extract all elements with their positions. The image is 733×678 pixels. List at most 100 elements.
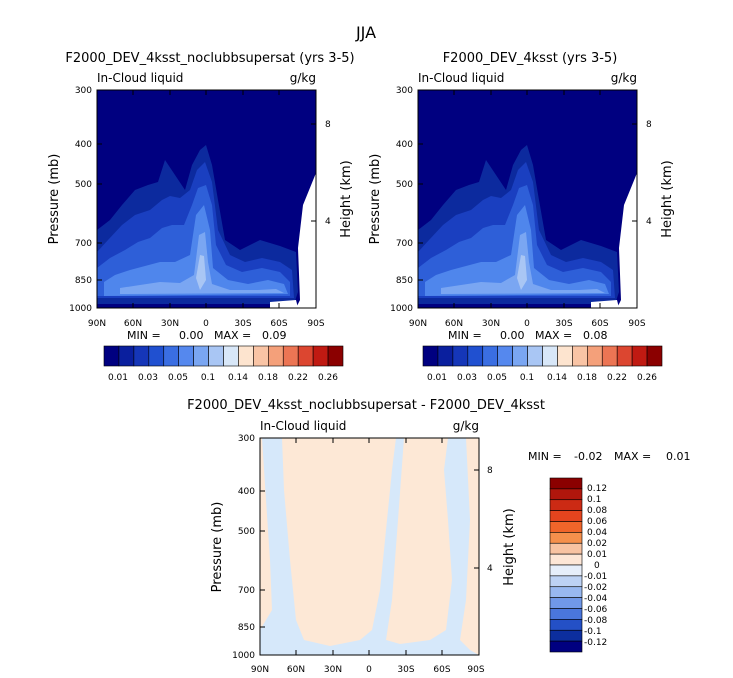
panel-3-x-axis: 90N 60N 30N 0 30S 60S 90S bbox=[251, 665, 485, 675]
panel-1-xtick-label: 60S bbox=[270, 319, 287, 329]
panel-1-colorbar-cell bbox=[238, 345, 254, 367]
panel-1-y2tick-label: 4 bbox=[325, 217, 331, 227]
panel-2-colorbar-cell bbox=[572, 345, 588, 367]
panel-2-max-value: 0.08 bbox=[583, 329, 608, 342]
panel-1-ytick-label: 500 bbox=[75, 180, 92, 190]
panel-2-colorbar-cell bbox=[646, 345, 663, 367]
panel-1-colorbar-label: 0.05 bbox=[168, 373, 188, 383]
panel-1-y2-axis: 8 4 Height (km) bbox=[325, 120, 354, 238]
panel-1-colorbar-cell bbox=[133, 345, 150, 367]
panel-1-colorbar-labels: 0.01 0.03 0.05 0.1 0.14 0.18 0.22 0.26 bbox=[108, 373, 338, 383]
panel-2-max-label: MAX = bbox=[535, 329, 572, 342]
panel-3-colorbar-cell bbox=[549, 608, 583, 620]
panel-1: F2000_DEV_4ksst_noclubbsupersat (yrs 3-5… bbox=[47, 51, 355, 383]
panel-2: F2000_DEV_4ksst (yrs 3-5) In-Cloud liqui… bbox=[368, 51, 675, 383]
panel-1-ytick-label: 850 bbox=[75, 276, 92, 286]
panel-2-colorbar-cell bbox=[542, 345, 558, 367]
panel-3-ytick-label: 300 bbox=[238, 434, 255, 444]
panel-1-xtick-label: 0 bbox=[203, 319, 209, 329]
panel-3-subtitle-left: In-Cloud liquid bbox=[260, 419, 346, 433]
panel-2-title: F2000_DEV_4ksst (yrs 3-5) bbox=[443, 51, 618, 66]
panel-2-plot-area bbox=[417, 89, 638, 309]
panel-2-colorbar-label: 0.26 bbox=[637, 373, 657, 383]
panel-1-colorbar-cell bbox=[282, 345, 299, 367]
panel-2-colorbar-cell bbox=[601, 345, 618, 367]
panel-3-colorbar-cell bbox=[549, 575, 583, 588]
figure-suptitle: JJA bbox=[355, 23, 376, 42]
panel-2-colorbar-label: 0.05 bbox=[487, 373, 507, 383]
panel-3-colorbar-label: -0.04 bbox=[584, 594, 608, 604]
panel-1-stats: MIN = 0.00 MAX = 0.09 bbox=[127, 329, 287, 342]
panel-1-x-axis: 90N 60N 30N 0 30S 60S 90S bbox=[88, 319, 325, 329]
panel-1-colorbar-label: 0.1 bbox=[201, 373, 215, 383]
panel-1-xtick-label: 90S bbox=[307, 319, 324, 329]
panel-1-xtick-label: 30S bbox=[234, 319, 251, 329]
panel-2-colorbar-cell bbox=[557, 345, 573, 367]
panel-1-xtick-label: 60N bbox=[124, 319, 142, 329]
panel-1-xtick-label: 90N bbox=[88, 319, 106, 329]
panel-3-colorbar-label: 0.06 bbox=[587, 517, 607, 527]
panel-1-ylabel: Pressure (mb) bbox=[47, 154, 62, 245]
panel-3-colorbar-label: 0.02 bbox=[587, 539, 607, 549]
panel-2-y2-axis: 8 4 Height (km) bbox=[646, 120, 675, 238]
panel-3-colorbar-cell bbox=[549, 586, 583, 598]
panel-1-colorbar-cell bbox=[118, 345, 135, 367]
panel-3-colorbar-label: -0.12 bbox=[584, 638, 607, 648]
panel-2-colorbar-cell bbox=[437, 345, 454, 367]
panel-3-y2label: Height (km) bbox=[502, 508, 517, 585]
panel-1-title: F2000_DEV_4ksst_noclubbsupersat (yrs 3-5… bbox=[65, 51, 354, 66]
panel-2-xtick-label: 90S bbox=[628, 319, 645, 329]
panel-1-colorbar-cell bbox=[148, 345, 165, 367]
panel-2-colorbar-label: 0.14 bbox=[547, 373, 567, 383]
panel-2-colorbar: 0.01 0.03 0.05 0.1 0.14 0.18 0.22 0.26 bbox=[422, 345, 663, 383]
panel-2-ytick-label: 700 bbox=[396, 239, 413, 249]
panel-3-xtick-label: 90S bbox=[467, 665, 484, 675]
panel-3-subtitle-right: g/kg bbox=[453, 419, 479, 433]
panel-1-colorbar-cell bbox=[327, 345, 344, 367]
panel-3-positive-region bbox=[404, 460, 432, 625]
panel-3-xtick-label: 0 bbox=[366, 665, 372, 675]
panel-2-y-axis: 300 400 500 700 850 1000 Pressure (mb) bbox=[368, 86, 413, 314]
panel-2-xtick-label: 60N bbox=[445, 319, 463, 329]
panel-2-subtitle-left: In-Cloud liquid bbox=[418, 71, 504, 85]
panel-1-subtitle-left: In-Cloud liquid bbox=[97, 71, 183, 85]
panel-3-ytick-label: 500 bbox=[238, 527, 255, 537]
panel-1-colorbar-cell bbox=[208, 345, 224, 367]
panel-3-ytick-label: 850 bbox=[238, 623, 255, 633]
panel-3-xtick-label: 30S bbox=[397, 665, 414, 675]
panel-3-colorbar-cell bbox=[549, 510, 583, 522]
panel-2-subtitle-right: g/kg bbox=[611, 71, 637, 85]
panel-1-max-label: MAX = bbox=[214, 329, 251, 342]
panel-2-colorbar-label: 0.01 bbox=[427, 373, 447, 383]
panel-2-ytick-label: 300 bbox=[396, 86, 413, 96]
panel-3-colorbar-cell bbox=[549, 619, 583, 631]
panel-2-contour-level-6 bbox=[517, 255, 527, 290]
panel-1-colorbar-cell bbox=[163, 345, 179, 367]
panel-2-y2tick-label: 4 bbox=[646, 217, 652, 227]
panel-1-ytick-label: 700 bbox=[75, 239, 92, 249]
panel-3-colorbar-cell bbox=[549, 640, 583, 653]
panel-3-colorbar-label: 0.08 bbox=[587, 506, 607, 516]
panel-3-ytick-label: 700 bbox=[238, 586, 255, 596]
panel-3-colorbar-cell bbox=[549, 499, 583, 511]
panel-2-ground-mask bbox=[591, 300, 619, 308]
panel-2-xtick-label: 0 bbox=[524, 319, 530, 329]
panel-2-colorbar-label: 0.1 bbox=[520, 373, 534, 383]
panel-1-min-value: 0.00 bbox=[179, 329, 204, 342]
panel-3-colorbar-cell bbox=[549, 629, 583, 642]
panel-1-subtitle-right: g/kg bbox=[290, 71, 316, 85]
panel-3-xtick-label: 60S bbox=[433, 665, 450, 675]
panel-2-colorbar-cell bbox=[497, 345, 513, 367]
panel-1-colorbar-label: 0.22 bbox=[288, 373, 308, 383]
panel-1-max-value: 0.09 bbox=[262, 329, 287, 342]
panel-3-positive-region bbox=[304, 438, 352, 622]
panel-2-stats: MIN = 0.00 MAX = 0.08 bbox=[448, 329, 608, 342]
panel-1-y2tick-label: 8 bbox=[325, 120, 331, 130]
panel-2-x-axis: 90N 60N 30N 0 30S 60S 90S bbox=[409, 319, 646, 329]
panel-2-min-value: 0.00 bbox=[500, 329, 525, 342]
panel-3-ylabel: Pressure (mb) bbox=[210, 502, 225, 593]
panel-3-min-value: -0.02 bbox=[574, 450, 602, 463]
panel-3-colorbar-label: -0.1 bbox=[584, 627, 602, 637]
panel-3-colorbar-label: -0.06 bbox=[584, 605, 608, 615]
